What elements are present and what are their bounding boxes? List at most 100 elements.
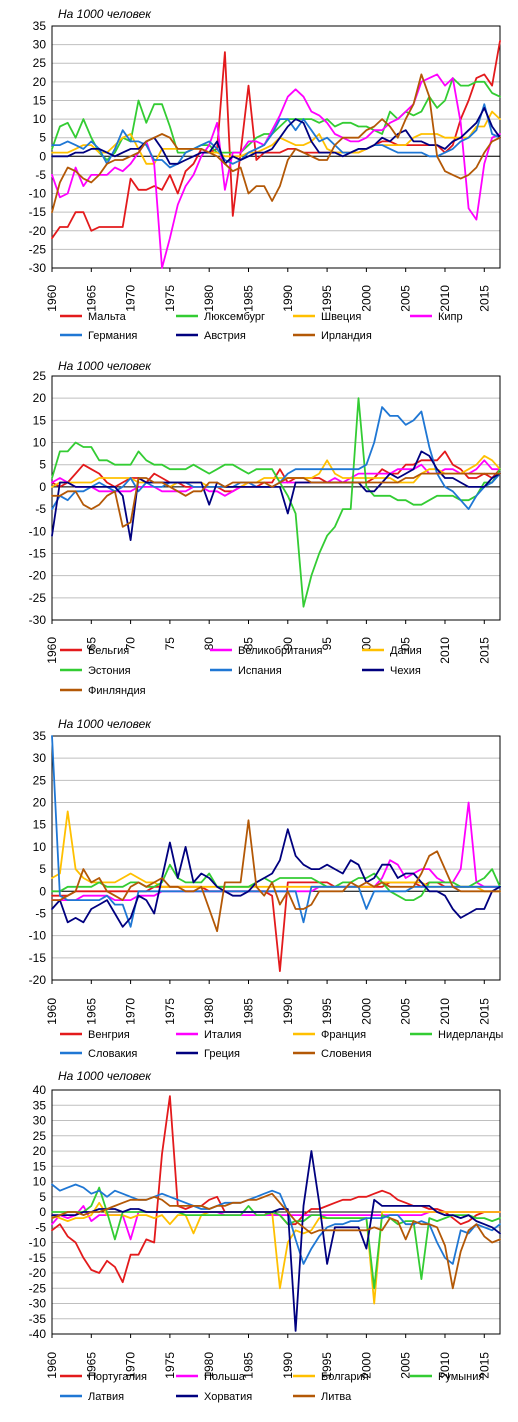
x-tick-label: 1995 bbox=[320, 1352, 334, 1379]
y-tick-label: 35 bbox=[33, 729, 47, 743]
legend-label: Хорватия bbox=[204, 1391, 252, 1403]
legend-label: Швеция bbox=[321, 311, 361, 323]
legend-label: Чехия bbox=[390, 665, 421, 677]
series-line-2 bbox=[51, 1204, 501, 1241]
x-tick-label: 1985 bbox=[241, 285, 255, 312]
x-tick-label: 1965 bbox=[84, 285, 98, 312]
x-tick-label: 2010 bbox=[438, 1352, 452, 1379]
x-tick-label: 1960 bbox=[45, 285, 59, 312]
legend-label: Германия bbox=[88, 330, 137, 342]
x-tick-label: 1975 bbox=[163, 285, 177, 312]
series-line-6 bbox=[51, 1150, 501, 1332]
y-tick-label: -15 bbox=[29, 205, 47, 219]
y-tick-label: -10 bbox=[29, 524, 47, 538]
x-tick-label: 2010 bbox=[438, 285, 452, 312]
y-tick-label: 0 bbox=[39, 480, 46, 494]
y-tick-label: 0 bbox=[39, 884, 46, 898]
x-tick-label: 1985 bbox=[241, 998, 255, 1025]
x-tick-label: 1990 bbox=[281, 998, 295, 1025]
y-tick-label: 20 bbox=[33, 796, 47, 810]
y-tick-label: -5 bbox=[35, 1220, 46, 1234]
series-line-7 bbox=[51, 472, 501, 528]
legend-label: Австрия bbox=[204, 330, 246, 342]
x-tick-label: 05 bbox=[399, 637, 413, 651]
y-tick-label: 25 bbox=[33, 773, 47, 787]
y-tick-label: -5 bbox=[35, 502, 46, 516]
legend-label: Люксембург bbox=[204, 311, 265, 323]
legend-label: Словакия bbox=[88, 1048, 137, 1060]
x-tick-label: 2010 bbox=[438, 998, 452, 1025]
y-tick-label: 10 bbox=[33, 840, 47, 854]
x-tick-label: 90 bbox=[281, 637, 295, 651]
y-tick-label: -15 bbox=[29, 951, 47, 965]
legend-label: Латвия bbox=[88, 1391, 124, 1403]
y-tick-label: -20 bbox=[29, 973, 47, 987]
y-tick-label: 20 bbox=[33, 391, 47, 405]
series-line-1 bbox=[51, 40, 501, 240]
y-tick-label: 25 bbox=[33, 1129, 47, 1143]
legend-label: Кипр bbox=[438, 311, 463, 323]
legend-label: Италия bbox=[204, 1029, 242, 1041]
x-tick-label: 1995 bbox=[320, 998, 334, 1025]
legend-label: Дания bbox=[390, 645, 422, 657]
x-tick-label: 2000 bbox=[359, 998, 373, 1025]
legend-label: Финляндия bbox=[88, 685, 146, 697]
x-tick-label: 1970 bbox=[124, 1352, 138, 1379]
series-line-7 bbox=[51, 1192, 501, 1290]
y-tick-label: 10 bbox=[33, 112, 47, 126]
x-tick-label: 1995 bbox=[320, 285, 334, 312]
y-tick-label: 35 bbox=[33, 1098, 47, 1112]
x-tick-label: 00 bbox=[359, 637, 373, 651]
legend-label: Испания bbox=[238, 665, 282, 677]
x-tick-label: 1985 bbox=[241, 1352, 255, 1379]
plot-frame bbox=[51, 25, 501, 269]
series-line-6 bbox=[51, 828, 501, 928]
y-tick-label: 5 bbox=[39, 458, 46, 472]
y-tick-label: -20 bbox=[29, 224, 47, 238]
x-tick-label: 1980 bbox=[202, 998, 216, 1025]
x-tick-label: 2005 bbox=[399, 1352, 413, 1379]
x-tick-label: 1970 bbox=[124, 285, 138, 312]
legend-label: Словения bbox=[321, 1048, 372, 1060]
x-tick-label: 95 bbox=[320, 637, 334, 651]
x-tick-label: 1990 bbox=[281, 285, 295, 312]
x-tick-label: 1980 bbox=[202, 1352, 216, 1379]
series-line-6 bbox=[51, 107, 501, 165]
y-tick-label: 5 bbox=[39, 862, 46, 876]
series-line-5 bbox=[51, 103, 501, 169]
plot-frame bbox=[51, 375, 501, 621]
legend-label: Румыния bbox=[438, 1371, 484, 1383]
y-tick-label: -30 bbox=[29, 1297, 47, 1311]
series-line-4 bbox=[51, 73, 501, 269]
series-line-5 bbox=[51, 406, 501, 511]
y-tick-label: 35 bbox=[33, 19, 47, 33]
x-tick-label: 2015 bbox=[477, 637, 491, 664]
chart-4: На 1000 человек -40-35-30 -25-20-15-10 -505… bbox=[29, 1069, 501, 1403]
y-tick-label: -40 bbox=[29, 1327, 47, 1341]
y-tick-label: -35 bbox=[29, 1312, 47, 1326]
x-tick-label: 1965 bbox=[84, 1352, 98, 1379]
legend-label: Литва bbox=[321, 1391, 352, 1403]
chart-panel-4: На 1000 человек -40 -35 -30 -25 -20 -15 -10 -5 0 5… bbox=[0, 1066, 518, 1422]
y-tick-label: 20 bbox=[33, 1144, 47, 1158]
legend-label: Бельгия bbox=[88, 645, 129, 657]
y-tick-label: -20 bbox=[29, 1266, 47, 1280]
legend-label: Нидерланды bbox=[438, 1029, 503, 1041]
plot-frame bbox=[51, 735, 501, 981]
x-tick-label: 1980 bbox=[202, 285, 216, 312]
y-tick-label: 30 bbox=[33, 1114, 47, 1128]
legend-label: Великобритания bbox=[238, 645, 323, 657]
y-tick-label: -20 bbox=[29, 569, 47, 583]
series-line-5 bbox=[51, 1183, 501, 1265]
x-tick-label: 1970 bbox=[124, 998, 138, 1025]
y-tick-label: -10 bbox=[29, 187, 47, 201]
legend-label: Польша bbox=[204, 1371, 246, 1383]
legend-label: Португалия bbox=[88, 1371, 147, 1383]
series-line-7 bbox=[51, 73, 501, 214]
y-tick-label: 0 bbox=[39, 1205, 46, 1219]
y-tick-label: -10 bbox=[29, 929, 47, 943]
x-tick-label: 1960 bbox=[45, 1352, 59, 1379]
x-tick-label: 70 bbox=[124, 637, 138, 651]
x-tick-label: 1990 bbox=[281, 1352, 295, 1379]
series-line-4 bbox=[51, 1186, 501, 1290]
